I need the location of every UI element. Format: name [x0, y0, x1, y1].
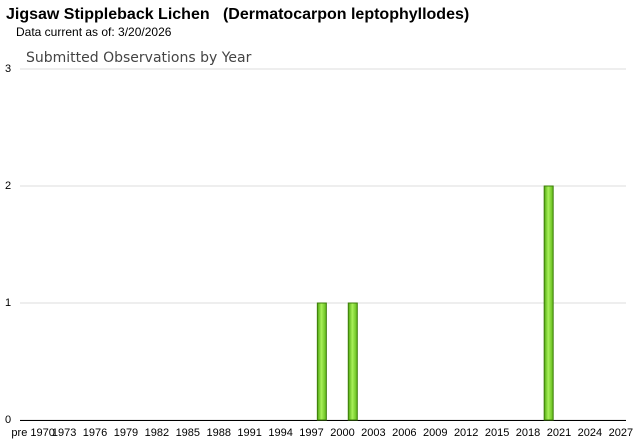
chart-title: Submitted Observations by Year [26, 50, 252, 66]
x-tick-label: 1973 [52, 427, 76, 439]
bar [543, 185, 554, 421]
subtitle: Data current as of: 3/20/2026 [16, 25, 172, 39]
y-tick-label: 2 [5, 180, 11, 192]
bar [316, 302, 327, 421]
x-tick-label: 2015 [485, 427, 509, 439]
x-tick-label: 2009 [423, 427, 447, 439]
x-tick-label: 2021 [547, 427, 571, 439]
x-tick-label: pre 1970 [11, 427, 54, 439]
x-tick-label: 1985 [176, 427, 200, 439]
x-tick-label: 2006 [392, 427, 416, 439]
x-tick-label: 2012 [454, 427, 478, 439]
y-tick-label: 1 [5, 297, 11, 309]
x-tick-label: 1976 [83, 427, 107, 439]
x-tick-label: 1979 [114, 427, 138, 439]
x-tick-label: 1997 [299, 427, 323, 439]
x-tick-label: 2003 [361, 427, 385, 439]
x-tick-label: 2024 [578, 427, 602, 439]
x-tick-label: 1994 [268, 427, 292, 439]
bar [347, 302, 358, 421]
x-tick-label: 1991 [237, 427, 261, 439]
x-tick-label: 1982 [145, 427, 169, 439]
y-tick-label: 3 [5, 63, 11, 75]
x-tick-label: 1988 [206, 427, 230, 439]
y-tick-label: 0 [5, 414, 11, 426]
x-tick-label: 2027 [609, 427, 633, 439]
page-title: Jigsaw Stippleback Lichen (Dermatocarpon… [6, 6, 469, 23]
x-tick-label: 2018 [516, 427, 540, 439]
x-tick-label: 2000 [330, 427, 354, 439]
